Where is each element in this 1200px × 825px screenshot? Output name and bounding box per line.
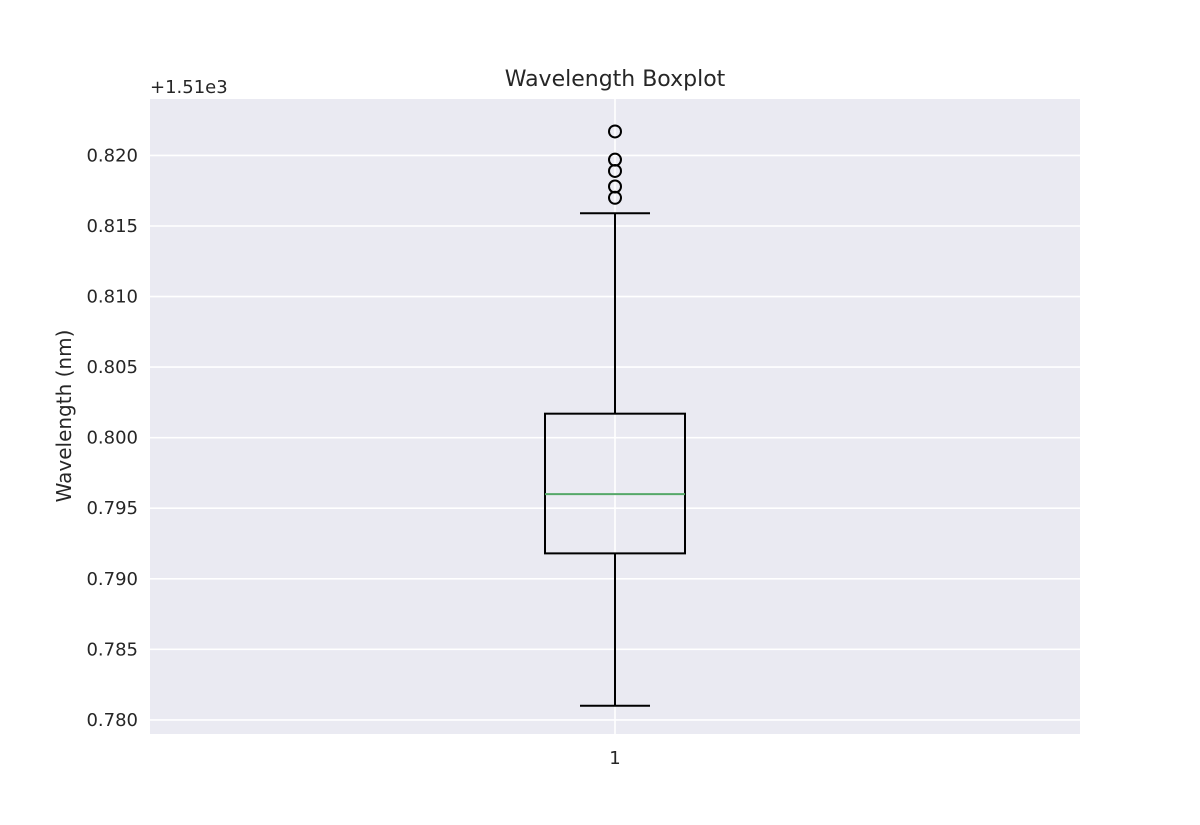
box-group [544, 124, 686, 707]
outlier-point [608, 179, 622, 194]
y-tick-label: 0.790 [86, 569, 138, 590]
y-axis-offset-text: +1.51e3 [150, 77, 228, 98]
iqr-box [544, 412, 686, 555]
y-tick-label: 0.800 [86, 428, 138, 449]
y-tick-label: 0.810 [86, 287, 138, 308]
y-tick-label: 0.805 [86, 357, 138, 378]
x-tick-label: 1 [609, 748, 620, 769]
tick-labels: 0.780 0.785 0.790 0.795 0.800 0.805 0.810 0.815… [86, 145, 620, 769]
y-tick-label: 0.795 [86, 498, 138, 519]
outlier-point [608, 152, 622, 167]
y-axis-label: Wavelength (nm) [52, 330, 76, 503]
chart-title: Wavelength Boxplot [505, 67, 726, 92]
y-tick-label: 0.820 [86, 145, 138, 166]
y-tick-label: 0.780 [86, 710, 138, 731]
y-tick-label: 0.785 [86, 639, 138, 660]
y-tick-label: 0.815 [86, 216, 138, 237]
outlier-point [608, 124, 622, 139]
